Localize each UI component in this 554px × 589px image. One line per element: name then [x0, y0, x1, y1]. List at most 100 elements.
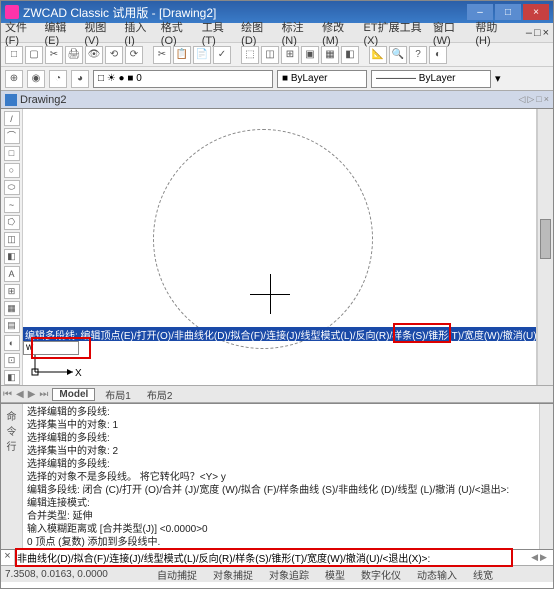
toolbar-button[interactable]: 🔍 — [389, 46, 407, 64]
status-bar: 7.3508, 0.0163, 0.0000 自动捕捉 对象捕捉 对象追踪 模型… — [1, 565, 553, 582]
toolbar-button[interactable]: ◧ — [341, 46, 359, 64]
tab-prev-icon[interactable]: ◁ — [518, 94, 525, 105]
draw-tool-button[interactable]: / — [4, 111, 20, 126]
polyline-circle — [153, 129, 373, 349]
toolbar-button[interactable]: ? — [409, 46, 427, 64]
highlight-box — [31, 337, 91, 359]
standard-toolbar: □▢✂🖨👁⟲⟳✂📋📄✓⬚◫⊞▣▦◧📐🔍?◐ — [1, 43, 553, 67]
draw-tool-button[interactable]: ○ — [4, 163, 20, 178]
status-dyn[interactable]: 动态输入 — [413, 567, 461, 582]
layer-combo[interactable]: □ ☀ ● ■ 0 — [93, 70, 273, 88]
doc-max-icon[interactable]: □ — [534, 27, 541, 39]
toolbar-button[interactable]: ⟲ — [105, 46, 123, 64]
draw-tool-button[interactable]: ⭔ — [4, 215, 20, 230]
command-history[interactable]: 选择编辑的多段线: 选择集当中的对象: 1 选择编辑的多段线: 选择集当中的对象… — [23, 404, 539, 549]
toolbar-button[interactable]: ✂ — [45, 46, 63, 64]
coordinates: 7.3508, 0.0163, 0.0000 — [5, 569, 145, 580]
command-panel-label: 命 令 行 — [1, 404, 23, 549]
drawing-canvas[interactable]: X Y 编辑多段线: 编辑顶点(E)/打开(O)/非曲线化(D)/拟合(F)/连… — [23, 109, 537, 385]
draw-tool-button[interactable]: ⊡ — [4, 353, 20, 368]
status-tablet[interactable]: 数字化仪 — [357, 567, 405, 582]
model-tab[interactable]: Model — [52, 388, 95, 401]
linetype-combo[interactable]: ———— ByLayer — [371, 70, 491, 88]
toolbar-button[interactable]: ◐ — [429, 46, 447, 64]
scroll-left-icon[interactable]: ◀ — [531, 552, 538, 563]
draw-tool-button[interactable]: ▦ — [4, 301, 20, 316]
document-tab-bar: Drawing2 ◁ ▷ □ × — [1, 91, 553, 109]
menu-help[interactable]: 帮助(H) — [475, 19, 505, 47]
toolbar-button[interactable]: ⟳ — [125, 46, 143, 64]
toolbar-button[interactable]: □ — [5, 46, 23, 64]
menu-dim[interactable]: 标注(N) — [282, 19, 312, 47]
draw-tool-button[interactable]: ◫ — [4, 232, 20, 247]
tab-prev-icon[interactable]: ◀ — [16, 389, 24, 400]
menu-et[interactable]: ET扩展工具(X) — [364, 19, 423, 47]
menu-modify[interactable]: 修改(M) — [322, 19, 353, 47]
toolbar-button[interactable]: ✂ — [153, 46, 171, 64]
toolbar-button[interactable]: ⊞ — [281, 46, 299, 64]
close-icon[interactable]: × — [1, 550, 15, 565]
layout1-tab[interactable]: 布局1 — [99, 387, 137, 402]
tab-last-icon[interactable]: ⏭ — [39, 389, 48, 400]
toolbar-button[interactable]: 📋 — [173, 46, 191, 64]
toolbar-button[interactable]: ✓ — [213, 46, 231, 64]
status-otrack[interactable]: 对象追踪 — [265, 567, 313, 582]
draw-tool-button[interactable]: ⊞ — [4, 284, 20, 299]
menu-tools[interactable]: 工具(T) — [202, 19, 231, 47]
toolbar-button[interactable]: ▢ — [25, 46, 43, 64]
layer-icon[interactable]: ◕ — [71, 70, 89, 88]
menu-window[interactable]: 窗口(W) — [433, 19, 465, 47]
command-panel: 命 令 行 选择编辑的多段线: 选择集当中的对象: 1 选择编辑的多段线: 选择… — [1, 403, 553, 549]
toolbar-button[interactable]: ⬚ — [241, 46, 259, 64]
inline-prompt: 编辑多段线: 编辑顶点(E)/打开(O)/非曲线化(D)/拟合(F)/连接(J)… — [23, 327, 536, 341]
draw-tool-button[interactable]: ⬭ — [4, 180, 20, 195]
draw-tool-button[interactable]: ⌒ — [4, 128, 20, 143]
doc-tab[interactable]: Drawing2 — [20, 94, 66, 106]
close-button[interactable]: × — [523, 4, 549, 20]
toolbar-button[interactable]: 👁 — [85, 46, 103, 64]
menu-bar: 文件(F) 编辑(E) 视图(V) 插入(I) 格式(O) 工具(T) 绘图(D… — [1, 23, 553, 43]
status-model[interactable]: 模型 — [321, 567, 349, 582]
draw-tool-button[interactable]: □ — [4, 146, 20, 161]
vertical-scrollbar[interactable] — [537, 109, 553, 385]
layer-icon[interactable]: ◔ — [49, 70, 67, 88]
toolbar-button[interactable]: ▣ — [301, 46, 319, 64]
menu-draw[interactable]: 绘图(D) — [241, 19, 271, 47]
status-snap[interactable]: 自动捕捉 — [153, 567, 201, 582]
command-scrollbar[interactable] — [539, 404, 553, 549]
draw-tool-button[interactable]: ◐ — [4, 335, 20, 350]
draw-tool-button[interactable]: ~ — [4, 197, 20, 212]
draw-tool-button[interactable]: ◧ — [4, 249, 20, 264]
layer-icon[interactable]: ◉ — [27, 70, 45, 88]
menu-file[interactable]: 文件(F) — [5, 19, 34, 47]
tab-restore-icon[interactable]: □ — [536, 94, 541, 105]
status-osnap[interactable]: 对象捕捉 — [209, 567, 257, 582]
status-lwt[interactable]: 线宽 — [469, 567, 497, 582]
menu-edit[interactable]: 编辑(E) — [44, 19, 74, 47]
layer-icon[interactable]: ⊕ — [5, 70, 23, 88]
layout2-tab[interactable]: 布局2 — [141, 387, 179, 402]
layer-toolbar: ⊕ ◉ ◔ ◕ □ ☀ ● ■ 0 ■ ByLayer ———— ByLayer… — [1, 67, 553, 91]
tab-first-icon[interactable]: ⏮ — [3, 389, 12, 400]
menu-format[interactable]: 格式(O) — [161, 19, 192, 47]
draw-tool-button[interactable]: ◧ — [4, 370, 20, 385]
doc-close-icon[interactable]: × — [543, 27, 549, 39]
draw-tool-button[interactable]: A — [4, 266, 20, 281]
tab-next-icon[interactable]: ▶ — [28, 389, 36, 400]
menu-view[interactable]: 视图(V) — [84, 19, 114, 47]
draw-tool-button[interactable]: ▤ — [4, 318, 20, 333]
toolbar-button[interactable]: 🖨 — [65, 46, 83, 64]
command-input-row: × 非曲线化(D)/拟合(F)/连接(J)/线型模式(L)/反向(R)/样条(S… — [1, 549, 553, 565]
toolbar-button[interactable]: ◫ — [261, 46, 279, 64]
scroll-right-icon[interactable]: ▶ — [540, 552, 547, 563]
menu-insert[interactable]: 插入(I) — [124, 19, 150, 47]
tab-close-icon[interactable]: × — [544, 94, 549, 105]
toolbar-button[interactable]: 📄 — [193, 46, 211, 64]
highlight-box — [393, 323, 451, 343]
doc-min-icon[interactable]: – — [526, 27, 532, 39]
dropdown-icon[interactable]: ▾ — [495, 72, 501, 85]
color-combo[interactable]: ■ ByLayer — [277, 70, 367, 88]
toolbar-button[interactable]: ▦ — [321, 46, 339, 64]
tab-next-icon[interactable]: ▷ — [527, 94, 534, 105]
toolbar-button[interactable]: 📐 — [369, 46, 387, 64]
